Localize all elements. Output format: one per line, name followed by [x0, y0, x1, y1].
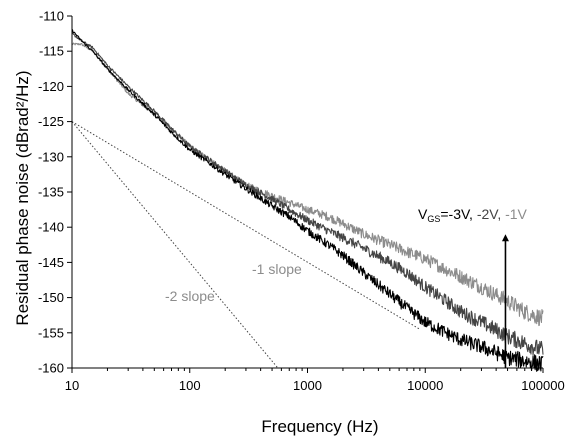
vgs-v: V — [418, 206, 428, 222]
y-tick-label: -130 — [38, 149, 64, 164]
reference-line-1 — [71, 121, 421, 330]
vgs-value-minus-2v: -2V, — [477, 206, 505, 222]
vgs-value-minus-3v: =-3V, — [440, 206, 476, 222]
y-tick-label: -135 — [38, 185, 64, 200]
series-line-3 — [71, 42, 544, 327]
x-tick-label: 100 — [179, 378, 201, 393]
y-tick-label: -160 — [38, 361, 64, 376]
x-tick-label: 100000 — [521, 378, 564, 393]
y-tick-label: -125 — [38, 114, 64, 129]
axes — [67, 15, 544, 373]
series-line-2 — [71, 32, 544, 356]
reference-line-2 — [71, 121, 279, 369]
y-tick-label: -150 — [38, 290, 64, 305]
series-line-1 — [71, 28, 544, 372]
slope-label-minus-2: -2 slope — [165, 288, 215, 304]
x-axis-title: Frequency (Hz) — [261, 417, 378, 436]
vgs-legend-annotation: VGS=-3V, -2V, -1V — [418, 206, 528, 224]
reference-lines — [71, 121, 421, 369]
tick-labels: -110 -115 -120 -125 -130 -135 -140 -145 -150 -155… — [38, 9, 565, 394]
annotations: -1 slope -2 slope VGS=-3V, -2V, -1V — [165, 206, 528, 368]
data-series — [71, 28, 544, 372]
annotation-arrow-head — [501, 234, 509, 242]
y-tick-label: -140 — [38, 220, 64, 235]
y-tick-label: -145 — [38, 255, 64, 270]
y-axis-title: Residual phase noise (dBrad²/Hz) — [13, 70, 32, 325]
y-tick-label: -120 — [38, 79, 64, 94]
vgs-value-minus-1v: -1V — [505, 206, 527, 222]
y-tick-label: -115 — [39, 44, 64, 59]
vgs-subscript: GS — [427, 214, 440, 224]
y-tick-label: -155 — [38, 325, 64, 340]
slope-label-minus-1: -1 slope — [252, 261, 302, 277]
x-tick-label: 10 — [65, 378, 79, 393]
y-tick-label: -110 — [39, 9, 64, 24]
x-tick-label: 10000 — [407, 378, 443, 393]
x-tick-label: 1000 — [293, 378, 322, 393]
